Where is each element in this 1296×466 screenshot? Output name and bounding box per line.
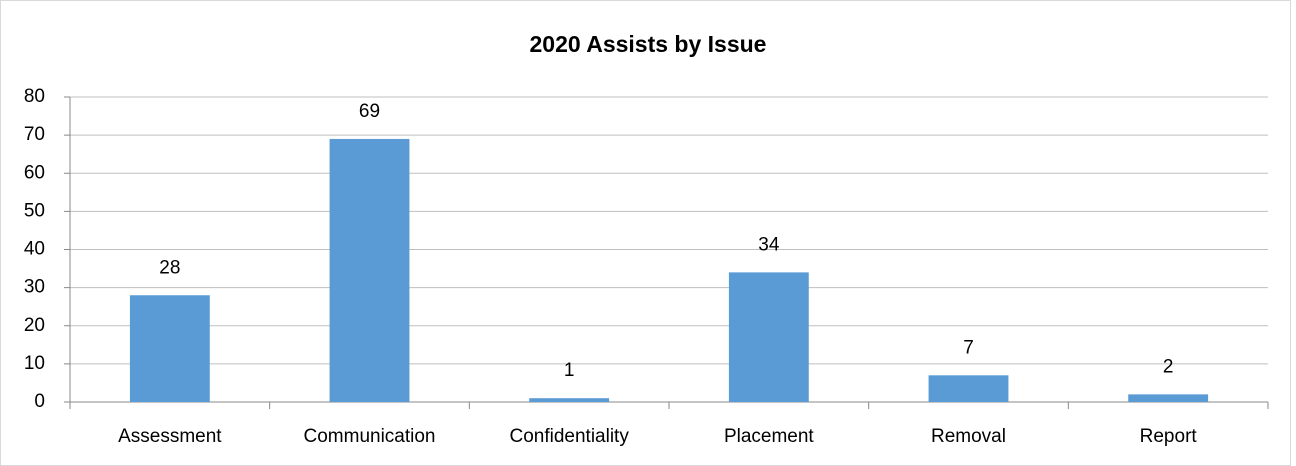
x-tick-label: Confidentiality <box>509 426 629 447</box>
bar <box>728 272 809 402</box>
x-tick-label: Report <box>1140 426 1198 447</box>
bar <box>129 295 210 402</box>
x-tick-label: Assessment <box>118 426 222 447</box>
y-tick-label: 0 <box>34 391 45 412</box>
y-tick-label: 20 <box>24 315 45 336</box>
y-tick-label: 70 <box>24 124 45 145</box>
y-tick-label: 10 <box>24 353 45 374</box>
bar <box>329 138 410 402</box>
data-label: 7 <box>963 337 974 358</box>
x-tick-label: Placement <box>724 426 814 447</box>
x-tick-label: Removal <box>931 426 1006 447</box>
y-tick-label: 80 <box>24 86 45 107</box>
data-label: 28 <box>159 257 180 278</box>
y-tick-label: 40 <box>24 239 45 260</box>
data-label: 34 <box>758 234 780 255</box>
y-tick-label: 50 <box>24 200 45 221</box>
data-label: 69 <box>359 101 380 122</box>
bar <box>928 375 1009 402</box>
y-tick-label: 30 <box>24 277 45 298</box>
data-label: 2 <box>1163 356 1174 377</box>
data-label: 1 <box>564 360 575 381</box>
y-tick-label: 60 <box>24 162 45 183</box>
bar <box>1128 394 1209 402</box>
bar <box>529 398 610 402</box>
chart-title: 2020 Assists by Issue <box>530 31 767 57</box>
x-tick-label: Communication <box>304 426 436 447</box>
